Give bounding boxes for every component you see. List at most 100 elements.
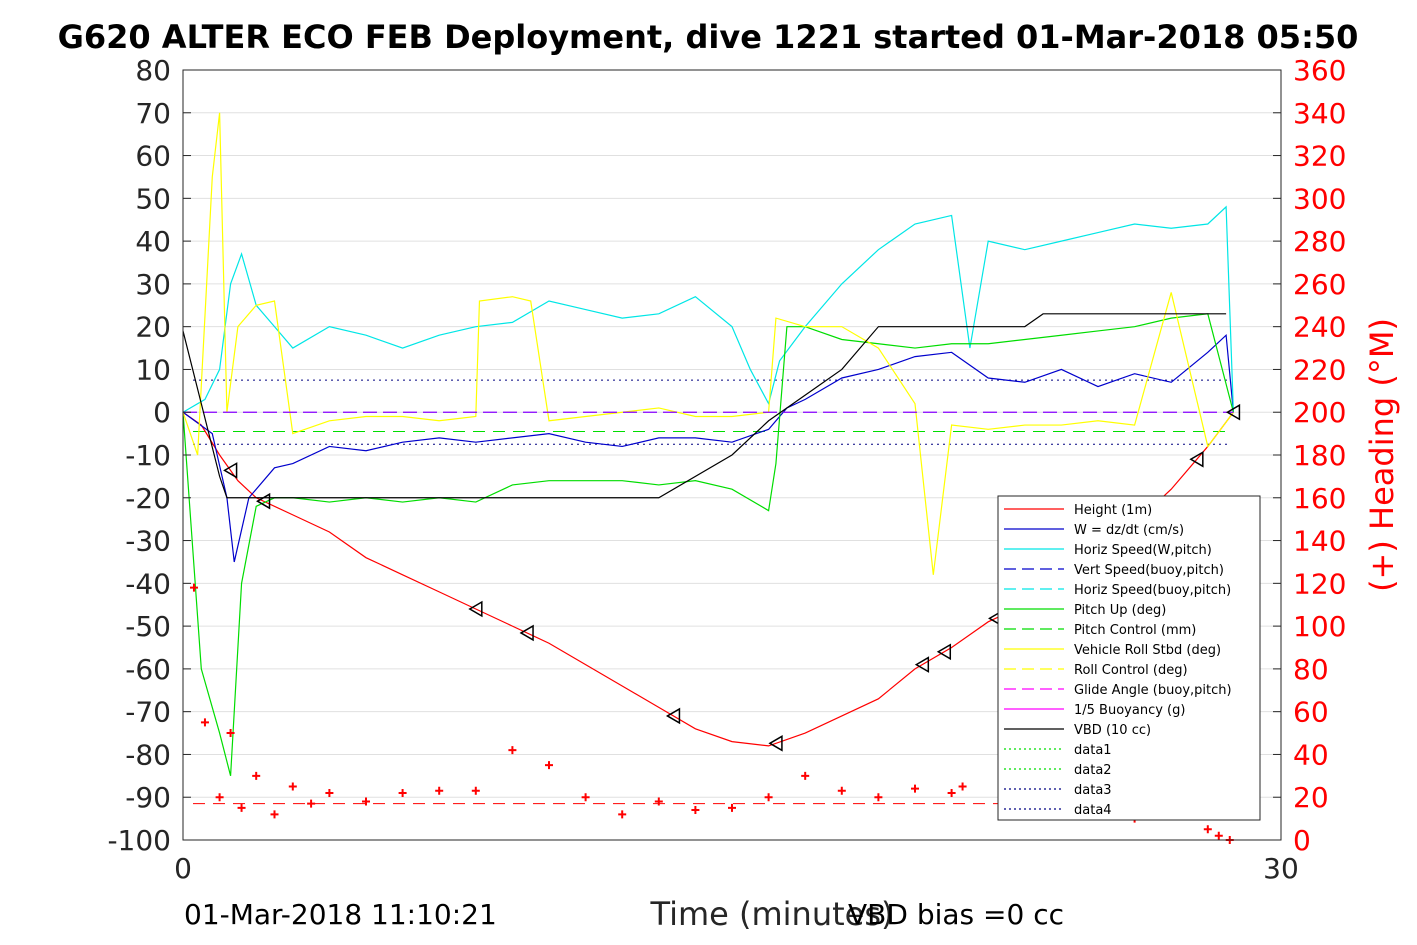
heading-point: [654, 797, 663, 806]
x-tick-label: 0: [174, 852, 192, 885]
y2-tick-label: 200: [1293, 396, 1346, 429]
heading-point: [435, 786, 444, 795]
y-tick-label: -80: [125, 738, 171, 771]
series-line: [182, 112, 1234, 575]
y2-tick-label: 320: [1293, 140, 1346, 173]
axes: 80706050403020100-10-20-30-40-50-60-70-8…: [107, 54, 1401, 933]
y-tick-label: 50: [135, 182, 171, 215]
heading-point: [958, 782, 967, 791]
y-tick-label: 10: [135, 353, 171, 386]
y-tick-label: 80: [135, 54, 171, 87]
y-tick-label: -50: [125, 610, 171, 643]
heading-point: [226, 729, 235, 738]
legend-label: data3: [1074, 783, 1112, 798]
x-axis-label: Time (minutes): [650, 895, 894, 933]
legend-label: Glide Angle (buoy,pitch): [1074, 683, 1232, 698]
heading-point: [508, 746, 517, 755]
heading-point: [307, 799, 316, 808]
legend-label: data4: [1074, 803, 1112, 818]
height-marker: [223, 462, 238, 479]
heading-point: [545, 761, 553, 770]
heading-point: [362, 797, 370, 806]
y2-tick-label: 60: [1293, 696, 1329, 729]
y2-tick-label: 340: [1293, 97, 1346, 130]
y2-tick-label: 180: [1293, 439, 1346, 472]
series-line: [182, 313, 1227, 499]
heading-point: [215, 793, 224, 802]
legend-label: Pitch Up (deg): [1074, 603, 1166, 618]
legend-label: VBD (10 cc): [1074, 723, 1151, 738]
y2-axis-label: (+) Heading (°M): [1363, 318, 1401, 592]
heading-point: [325, 788, 334, 797]
y-tick-label: -40: [125, 567, 171, 600]
height-marker: [256, 492, 271, 510]
height-marker: [1225, 403, 1241, 421]
height-marker: [914, 656, 930, 673]
legend-label: Pitch Control (mm): [1074, 623, 1196, 638]
heading-point: [911, 784, 919, 793]
y-tick-label: 20: [135, 311, 171, 344]
markers-layer: [223, 403, 1241, 752]
y2-tick-label: 120: [1293, 567, 1346, 600]
heading-point: [581, 793, 590, 802]
heading-point: [691, 806, 700, 815]
legend-label: data1: [1074, 743, 1112, 758]
y-tick-label: -70: [125, 696, 171, 729]
heading-point: [764, 793, 773, 802]
y-tick-label: 60: [135, 140, 171, 173]
height-marker: [468, 600, 483, 618]
y2-tick-label: 80: [1293, 653, 1329, 686]
y2-tick-label: 280: [1293, 225, 1346, 258]
legend-label: Vert Speed(buoy,pitch): [1074, 563, 1224, 578]
legend-label: Roll Control (deg): [1074, 663, 1188, 678]
y2-tick-label: 220: [1293, 353, 1346, 386]
height-marker: [936, 643, 952, 661]
heading-point: [398, 788, 407, 797]
chart-title: G620 ALTER ECO FEB Deployment, dive 1221…: [57, 18, 1359, 56]
legend-label: Height (1m): [1074, 503, 1152, 518]
heading-point: [874, 793, 883, 802]
y2-tick-label: 0: [1293, 824, 1311, 857]
legend: Height (1m) W = dz/dt (cm/s) Horiz Speed(W…: [997, 495, 1261, 821]
y-tick-label: -90: [125, 781, 171, 814]
y-tick-label: 40: [135, 225, 171, 258]
legend-label: Vehicle Roll Stbd (deg): [1074, 643, 1221, 658]
heading-point: [1203, 825, 1212, 834]
heading-point: [252, 771, 261, 780]
height-marker: [665, 707, 681, 725]
y-tick-label: -10: [125, 439, 171, 472]
series-line: [182, 205, 1235, 413]
heading-point: [270, 810, 279, 819]
y2-tick-label: 300: [1293, 182, 1346, 215]
legend-label: Horiz Speed(buoy,pitch): [1074, 583, 1231, 598]
series-line: [182, 333, 1235, 563]
height-marker: [1189, 450, 1204, 468]
legend-label: Horiz Speed(W,pitch): [1074, 543, 1212, 558]
heading-point: [947, 788, 956, 797]
series-line: [182, 313, 1235, 776]
y2-tick-label: 20: [1293, 781, 1329, 814]
y2-tick-label: 360: [1293, 54, 1346, 87]
legend-box: [997, 495, 1261, 821]
y2-tick-label: 140: [1293, 525, 1346, 558]
y2-tick-label: 240: [1293, 311, 1346, 344]
y-tick-label: 70: [135, 97, 171, 130]
heading-point: [189, 583, 198, 592]
heading-point: [237, 803, 246, 812]
y2-tick-label: 100: [1293, 610, 1346, 643]
heading-point: [728, 803, 736, 812]
heading-point: [200, 718, 209, 727]
y-tick-label: -100: [107, 824, 171, 857]
heading-point: [1214, 831, 1223, 840]
y-tick-label: -30: [125, 525, 171, 558]
height-marker: [768, 735, 783, 752]
x-tick-label: 30: [1263, 852, 1299, 885]
heading-point: [618, 810, 627, 819]
height-marker: [519, 624, 534, 642]
heading-point: [471, 786, 480, 795]
legend-label: data2: [1074, 763, 1112, 778]
y-tick-label: 0: [153, 396, 171, 429]
y2-tick-label: 40: [1293, 738, 1329, 771]
y-tick-label: 30: [135, 268, 171, 301]
